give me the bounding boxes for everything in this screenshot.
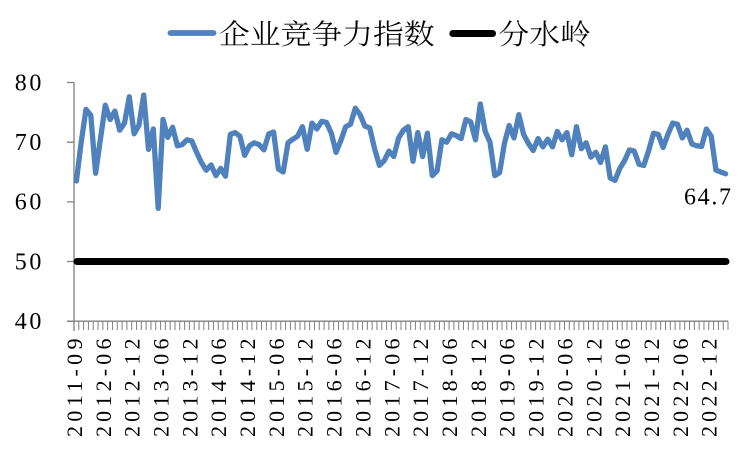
svg-text:60: 60 [15,190,44,216]
svg-text:2015-06: 2015-06 [264,339,289,438]
svg-text:50: 50 [15,249,44,275]
svg-text:2013-12: 2013-12 [177,339,202,438]
svg-text:2022-12: 2022-12 [697,339,722,438]
svg-text:2019-06: 2019-06 [495,339,520,438]
svg-text:2012-12: 2012-12 [120,339,145,438]
svg-text:2016-12: 2016-12 [350,339,375,438]
svg-text:70: 70 [15,130,44,156]
svg-text:2016-06: 2016-06 [322,339,347,438]
svg-text:2013-06: 2013-06 [149,339,174,438]
svg-text:2017-06: 2017-06 [379,339,404,438]
svg-text:2015-12: 2015-12 [293,339,318,438]
svg-text:2020-06: 2020-06 [552,339,577,438]
svg-text:2020-12: 2020-12 [581,339,606,438]
svg-text:64.7: 64.7 [684,185,731,211]
svg-text:2018-12: 2018-12 [466,339,491,438]
svg-text:2019-12: 2019-12 [524,339,549,438]
svg-text:2018-06: 2018-06 [437,339,462,438]
svg-text:2014-06: 2014-06 [206,339,231,438]
svg-text:2011-09: 2011-09 [62,339,87,438]
svg-text:2017-12: 2017-12 [408,339,433,438]
svg-text:40: 40 [15,309,44,335]
svg-text:2022-06: 2022-06 [668,339,693,438]
svg-text:2014-12: 2014-12 [235,339,260,438]
svg-text:2012-06: 2012-06 [91,339,116,438]
svg-text:2021-06: 2021-06 [610,339,635,438]
svg-text:80: 80 [15,70,44,96]
svg-text:2021-12: 2021-12 [639,339,664,438]
